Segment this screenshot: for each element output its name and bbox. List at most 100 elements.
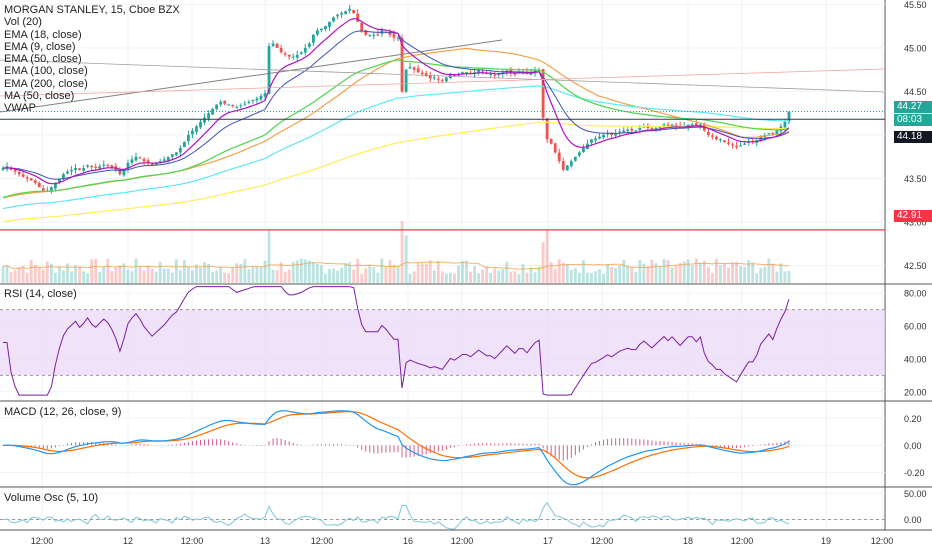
candle-body (215, 104, 219, 110)
volume-bar (497, 270, 501, 283)
volume-bar (332, 268, 335, 283)
candle-body (368, 34, 372, 36)
candle-body (376, 34, 380, 36)
volume-bar (223, 272, 227, 283)
candle-body (340, 13, 343, 15)
candle-body (195, 126, 198, 132)
candle-body (94, 166, 98, 169)
volume-bar (577, 272, 581, 283)
volume-bar (215, 270, 219, 283)
legend-vol[interactable]: Vol (20) (4, 16, 42, 29)
candle-body (41, 188, 45, 191)
candle-body (497, 74, 501, 76)
volume-bar (549, 262, 553, 283)
volume-bar (743, 267, 747, 283)
rsi-band (0, 309, 885, 376)
legend-ema50[interactable]: EMA (50, close) (4, 53, 82, 66)
candle-body (178, 148, 182, 153)
legend-vwap[interactable]: VWAP (4, 102, 36, 115)
volume-bar (303, 259, 307, 283)
volume-bar (348, 262, 352, 283)
candle-body (106, 165, 110, 167)
volume-bar (182, 260, 186, 283)
legend-ema18[interactable]: EMA (18, close) (4, 28, 82, 41)
volume-bar (21, 266, 25, 283)
candle-body (13, 169, 17, 172)
volume-bar (698, 263, 702, 283)
candle-body (606, 133, 610, 135)
volume-bar (106, 258, 110, 283)
candle-body (17, 172, 21, 175)
legend-ema200[interactable]: EMA (200, close) (4, 77, 88, 90)
candle-body (29, 178, 33, 181)
legend-ema9[interactable]: EMA (9, close) (4, 40, 76, 53)
candle-body (307, 43, 311, 47)
volosc-tick-label: 0.00 (904, 515, 922, 525)
volume-bar (702, 260, 706, 283)
volume-bar (586, 272, 589, 283)
volume-bar (763, 266, 767, 283)
volume-bar (291, 261, 295, 283)
candle-body (98, 166, 102, 169)
candle-body (408, 67, 412, 69)
candle-body (332, 17, 335, 22)
volume-bar (783, 271, 787, 283)
volume-bar (634, 272, 638, 283)
candle-body (142, 158, 146, 162)
candle-body (203, 117, 206, 123)
candle-body (122, 169, 126, 176)
trendline (0, 68, 886, 97)
volume-bar (239, 263, 243, 283)
rsi-tick-label: 80.00 (904, 289, 927, 299)
candle-body (82, 168, 86, 171)
volume-bar (553, 268, 557, 283)
candle-body (247, 101, 251, 103)
macd-tick-label: 0.00 (904, 441, 922, 451)
volume-bar (517, 273, 521, 283)
candle-body (146, 160, 150, 163)
volume-bar (557, 259, 561, 283)
volume-bar (727, 267, 730, 283)
time-tick-label: 12:00 (181, 536, 204, 546)
volume-bar (154, 271, 158, 283)
volume-ma-line (2, 261, 789, 270)
volume-bar (380, 258, 384, 283)
time-tick-label: 19 (821, 536, 831, 546)
candle-body (291, 56, 295, 58)
candle-body (138, 157, 142, 159)
candle-body (541, 69, 545, 118)
volume-bar (541, 242, 545, 283)
volume-bar (622, 259, 626, 283)
candle-body (344, 11, 348, 15)
volume-bar (364, 268, 368, 283)
candle-body (654, 128, 658, 130)
candle-body (223, 100, 227, 104)
volume-bar (62, 270, 65, 283)
macd-pane-title[interactable]: MACD (12, 26, close, 9) (4, 406, 122, 418)
volume-bars (1, 221, 791, 283)
volume-bar (767, 258, 771, 283)
legend-ema100[interactable]: EMA (100, close) (4, 65, 88, 78)
candle-body (719, 139, 722, 141)
volume-bar (719, 265, 722, 283)
candle-body (743, 143, 747, 145)
candle-body (444, 77, 448, 82)
volume-bar (146, 265, 150, 283)
volume-bar (731, 262, 734, 283)
volume-bar (219, 266, 223, 283)
rsi-pane-title[interactable]: RSI (14, close) (4, 288, 77, 300)
volume-bar (569, 269, 573, 283)
candle-body (352, 9, 356, 14)
rsi-tick-label: 40.00 (904, 354, 927, 364)
volume-bar (263, 260, 267, 283)
volosc-pane-title[interactable]: Volume Osc (5, 10) (4, 492, 99, 504)
price-tick-label: 45.50 (904, 0, 927, 10)
legend-ma50[interactable]: MA (50, close) (4, 90, 75, 103)
volume-bar (650, 259, 654, 283)
volume-bar (295, 260, 299, 283)
volume-bar (670, 267, 674, 283)
volume-bar (465, 260, 468, 283)
price-tick-label: 44.50 (904, 87, 927, 97)
volume-bar (320, 265, 323, 283)
